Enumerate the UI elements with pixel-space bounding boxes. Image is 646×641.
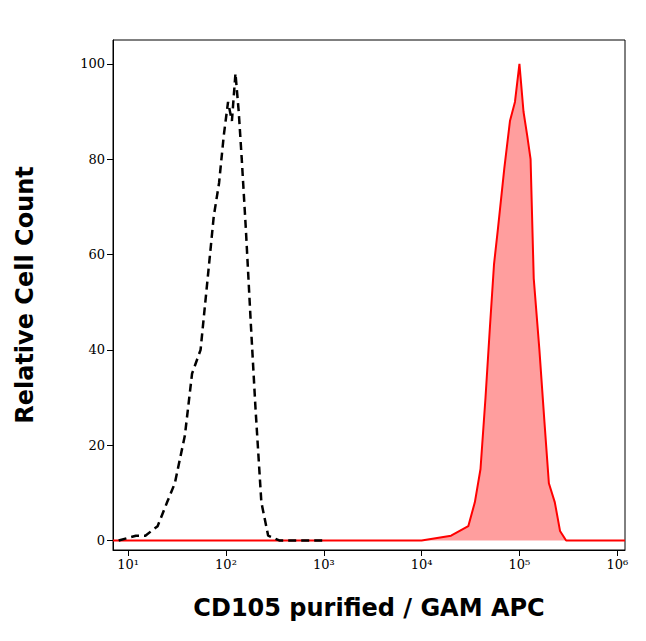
svg-text:10⁵: 10⁵ [509, 557, 531, 572]
svg-text:80: 80 [88, 152, 105, 167]
svg-text:10¹: 10¹ [117, 557, 139, 572]
svg-text:0: 0 [97, 533, 105, 548]
svg-text:10⁶: 10⁶ [606, 557, 628, 572]
svg-text:10³: 10³ [313, 557, 335, 572]
svg-text:60: 60 [88, 247, 105, 262]
svg-text:10²: 10² [215, 557, 237, 572]
svg-text:20: 20 [88, 438, 105, 453]
svg-text:10⁴: 10⁴ [411, 557, 433, 572]
svg-text:100: 100 [80, 56, 105, 71]
svg-text:CD105 purified / GAM APC: CD105 purified / GAM APC [193, 594, 544, 622]
svg-text:Relative Cell Count: Relative Cell Count [11, 166, 39, 424]
svg-text:40: 40 [88, 342, 105, 357]
